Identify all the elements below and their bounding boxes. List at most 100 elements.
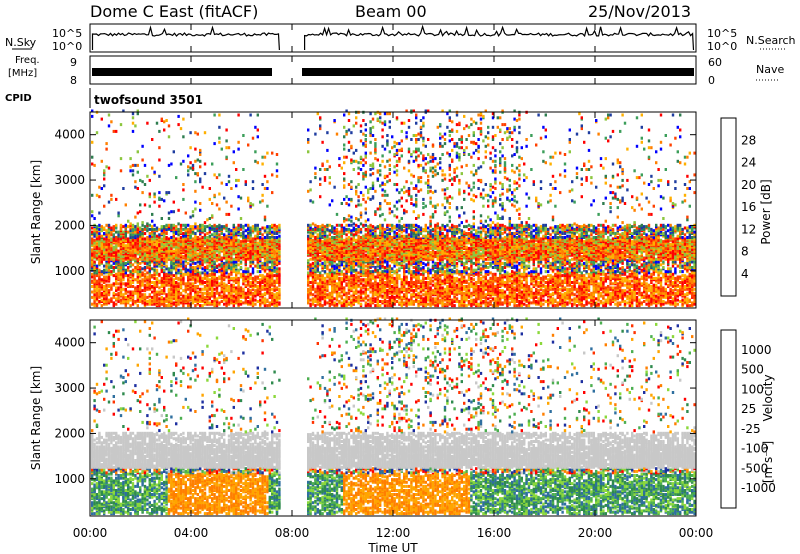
power-cell bbox=[129, 293, 131, 296]
power-cell bbox=[357, 161, 359, 164]
power-cell bbox=[98, 261, 100, 264]
power-cell bbox=[276, 163, 278, 166]
power-cell bbox=[216, 289, 218, 292]
power-cell bbox=[108, 276, 110, 279]
power-cell bbox=[103, 285, 105, 288]
power-cell bbox=[105, 269, 107, 272]
power-cell bbox=[374, 285, 376, 288]
power-cell bbox=[247, 197, 249, 200]
power-cell bbox=[319, 127, 321, 130]
power-cell bbox=[187, 296, 189, 299]
power-cell bbox=[240, 273, 242, 276]
power-cell bbox=[213, 114, 215, 117]
power-cell bbox=[218, 237, 220, 240]
power-cell bbox=[357, 261, 359, 264]
power-cell bbox=[321, 141, 323, 144]
power-cell bbox=[319, 239, 321, 242]
power-cell bbox=[127, 266, 129, 269]
power-cell bbox=[374, 210, 376, 213]
power-cell bbox=[245, 224, 247, 227]
power-cell bbox=[153, 292, 155, 295]
power-cell bbox=[103, 232, 105, 235]
power-cell bbox=[365, 201, 367, 204]
power-cell bbox=[345, 242, 347, 245]
power-cell bbox=[319, 292, 321, 295]
power-cell bbox=[187, 224, 189, 227]
power-cell bbox=[156, 243, 158, 246]
power-cell bbox=[372, 172, 374, 175]
power-cell bbox=[338, 269, 340, 272]
power-cell bbox=[96, 274, 98, 277]
power-cell bbox=[240, 276, 242, 279]
power-cell bbox=[266, 291, 268, 294]
power-cell bbox=[173, 210, 175, 213]
power-cell bbox=[141, 247, 143, 250]
power-cell bbox=[225, 276, 227, 279]
power-cell bbox=[367, 251, 369, 254]
power-cell bbox=[120, 123, 122, 126]
power-cell bbox=[98, 250, 100, 253]
power-cell bbox=[108, 263, 110, 266]
power-cell bbox=[372, 261, 374, 264]
power-cell bbox=[307, 301, 309, 304]
power-cell bbox=[362, 164, 364, 167]
power-cell bbox=[192, 296, 194, 299]
power-cell bbox=[168, 288, 170, 291]
power-cell bbox=[117, 231, 119, 234]
power-cell bbox=[360, 191, 362, 194]
power-cell bbox=[369, 243, 371, 246]
power-cell bbox=[278, 273, 280, 276]
power-cell bbox=[187, 269, 189, 272]
power-cell bbox=[115, 286, 117, 289]
power-cell bbox=[237, 282, 239, 285]
power-cell bbox=[209, 217, 211, 220]
power-cell bbox=[163, 129, 165, 132]
power-cell bbox=[343, 257, 345, 260]
power-cell bbox=[350, 224, 352, 227]
noise-trace-pre-gap bbox=[93, 28, 280, 51]
power-cell bbox=[348, 129, 350, 132]
power-cell bbox=[374, 142, 376, 145]
power-cell bbox=[129, 251, 131, 254]
power-cell bbox=[237, 227, 239, 230]
power-cell bbox=[105, 265, 107, 268]
power-cell bbox=[113, 269, 115, 272]
power-cell bbox=[117, 212, 119, 215]
power-cell bbox=[276, 270, 278, 273]
power-cell bbox=[348, 228, 350, 231]
power-cell bbox=[271, 261, 273, 264]
power-cell bbox=[266, 263, 268, 266]
power-cell bbox=[158, 197, 160, 200]
power-cell bbox=[127, 291, 129, 294]
power-cell bbox=[129, 229, 131, 232]
power-cell bbox=[345, 237, 347, 240]
power-cell bbox=[261, 293, 263, 296]
power-cell bbox=[333, 186, 335, 189]
power-cell bbox=[101, 160, 103, 163]
power-cell bbox=[343, 184, 345, 187]
power-cell bbox=[336, 288, 338, 291]
power-cell bbox=[129, 247, 131, 250]
power-cell bbox=[153, 228, 155, 231]
power-cell bbox=[105, 148, 107, 151]
power-cell bbox=[93, 261, 95, 264]
power-cell bbox=[137, 299, 139, 302]
power-cell bbox=[197, 236, 199, 239]
power-cell bbox=[360, 303, 362, 306]
power-cell bbox=[125, 262, 127, 265]
power-cell bbox=[225, 271, 227, 274]
power-cell bbox=[360, 156, 362, 159]
power-cell bbox=[374, 190, 376, 193]
power-cell bbox=[225, 156, 227, 159]
power-cell bbox=[276, 286, 278, 289]
power-cell bbox=[249, 227, 251, 230]
power-cell bbox=[271, 280, 273, 283]
power-cell bbox=[331, 288, 333, 291]
power-cell bbox=[333, 277, 335, 280]
power-cell bbox=[139, 288, 141, 291]
power-cell bbox=[98, 212, 100, 215]
power-cell bbox=[113, 248, 115, 251]
power-cell bbox=[381, 224, 383, 227]
power-cell bbox=[377, 239, 379, 242]
power-cell bbox=[273, 255, 275, 258]
